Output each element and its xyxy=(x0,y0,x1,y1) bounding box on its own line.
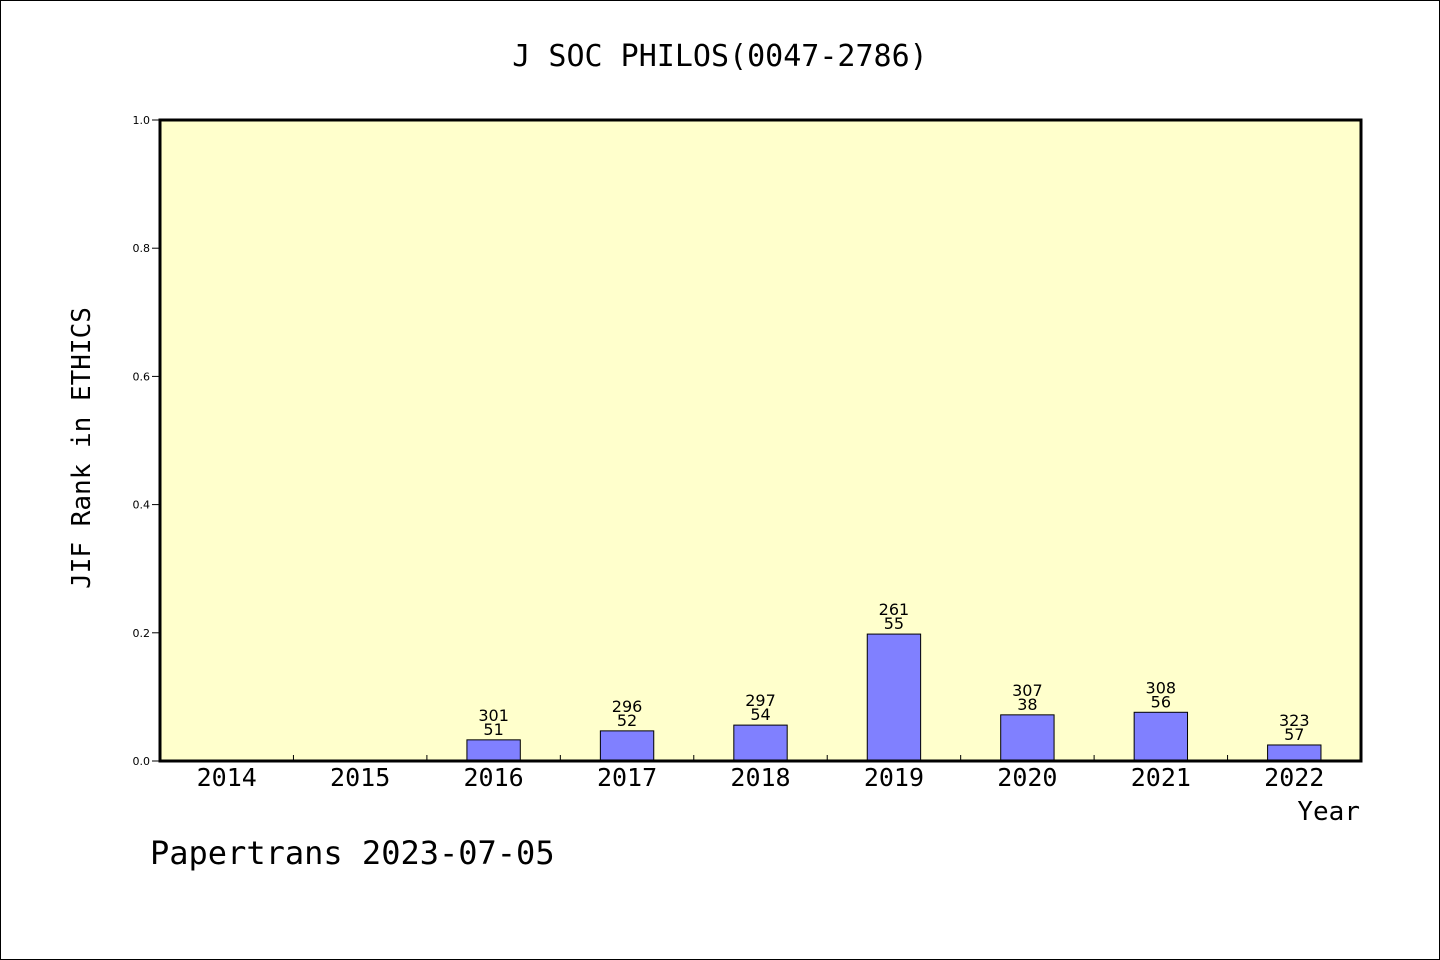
y-axis-label: JIF Rank in ETHICS xyxy=(67,307,97,589)
y-tick-label: 0.2 xyxy=(133,627,151,640)
x-tick-label: 2020 xyxy=(997,763,1057,792)
bar-label-total: 307 xyxy=(1012,681,1043,700)
y-tick-label: 1.0 xyxy=(133,114,151,127)
bar-label-rank: 57 xyxy=(1284,725,1304,744)
bar xyxy=(1000,714,1055,762)
x-tick-label: 2014 xyxy=(197,763,257,792)
x-tick-label: 2018 xyxy=(730,763,790,792)
x-tick-label: 2019 xyxy=(864,763,924,792)
x-axis-label: Year xyxy=(1297,797,1360,827)
x-axis: 2014 2015 2016 2017 2018 2019 2020 2021 2022 xyxy=(197,755,1324,792)
bar-label-total: 308 xyxy=(1146,678,1177,697)
bar-label-total: 301 xyxy=(478,706,509,725)
bar-label-total: 323 xyxy=(1279,711,1310,730)
bar xyxy=(1133,711,1189,762)
y-tick-label: 0.0 xyxy=(133,755,151,768)
bar-label-rank: 38 xyxy=(1017,695,1037,714)
footer-credit: Papertrans 2023-07-05 xyxy=(150,834,555,872)
bar xyxy=(599,730,655,762)
x-tick-label: 2021 xyxy=(1131,763,1191,792)
bar xyxy=(466,739,521,762)
y-tick-label: 0.6 xyxy=(133,370,151,383)
bar-label-total: 261 xyxy=(879,600,910,619)
bar-label-total: 296 xyxy=(612,697,643,716)
x-tick-label: 2016 xyxy=(464,763,524,792)
bar-label-total: 297 xyxy=(745,691,776,710)
x-tick-label: 2015 xyxy=(330,763,390,792)
plot-area xyxy=(160,120,1361,761)
y-tick-label: 0.8 xyxy=(133,242,151,255)
bar-label-rank: 56 xyxy=(1151,692,1171,711)
bar-label-rank: 54 xyxy=(750,705,770,724)
plot-border xyxy=(158,118,1363,763)
bar-label-rank: 55 xyxy=(884,614,904,633)
bar-label-rank: 51 xyxy=(483,720,503,739)
y-axis: 0.0 0.2 0.4 0.6 0.8 1.0 xyxy=(133,114,160,768)
bar xyxy=(733,724,788,762)
chart-title: J SOC PHILOS(0047-2786) xyxy=(512,39,927,74)
bar xyxy=(866,633,922,762)
x-tick-label: 2022 xyxy=(1264,763,1324,792)
bar-label-rank: 52 xyxy=(617,711,637,730)
y-tick-label: 0.4 xyxy=(133,499,151,512)
x-tick-label: 2017 xyxy=(597,763,657,792)
bar xyxy=(1267,744,1322,762)
